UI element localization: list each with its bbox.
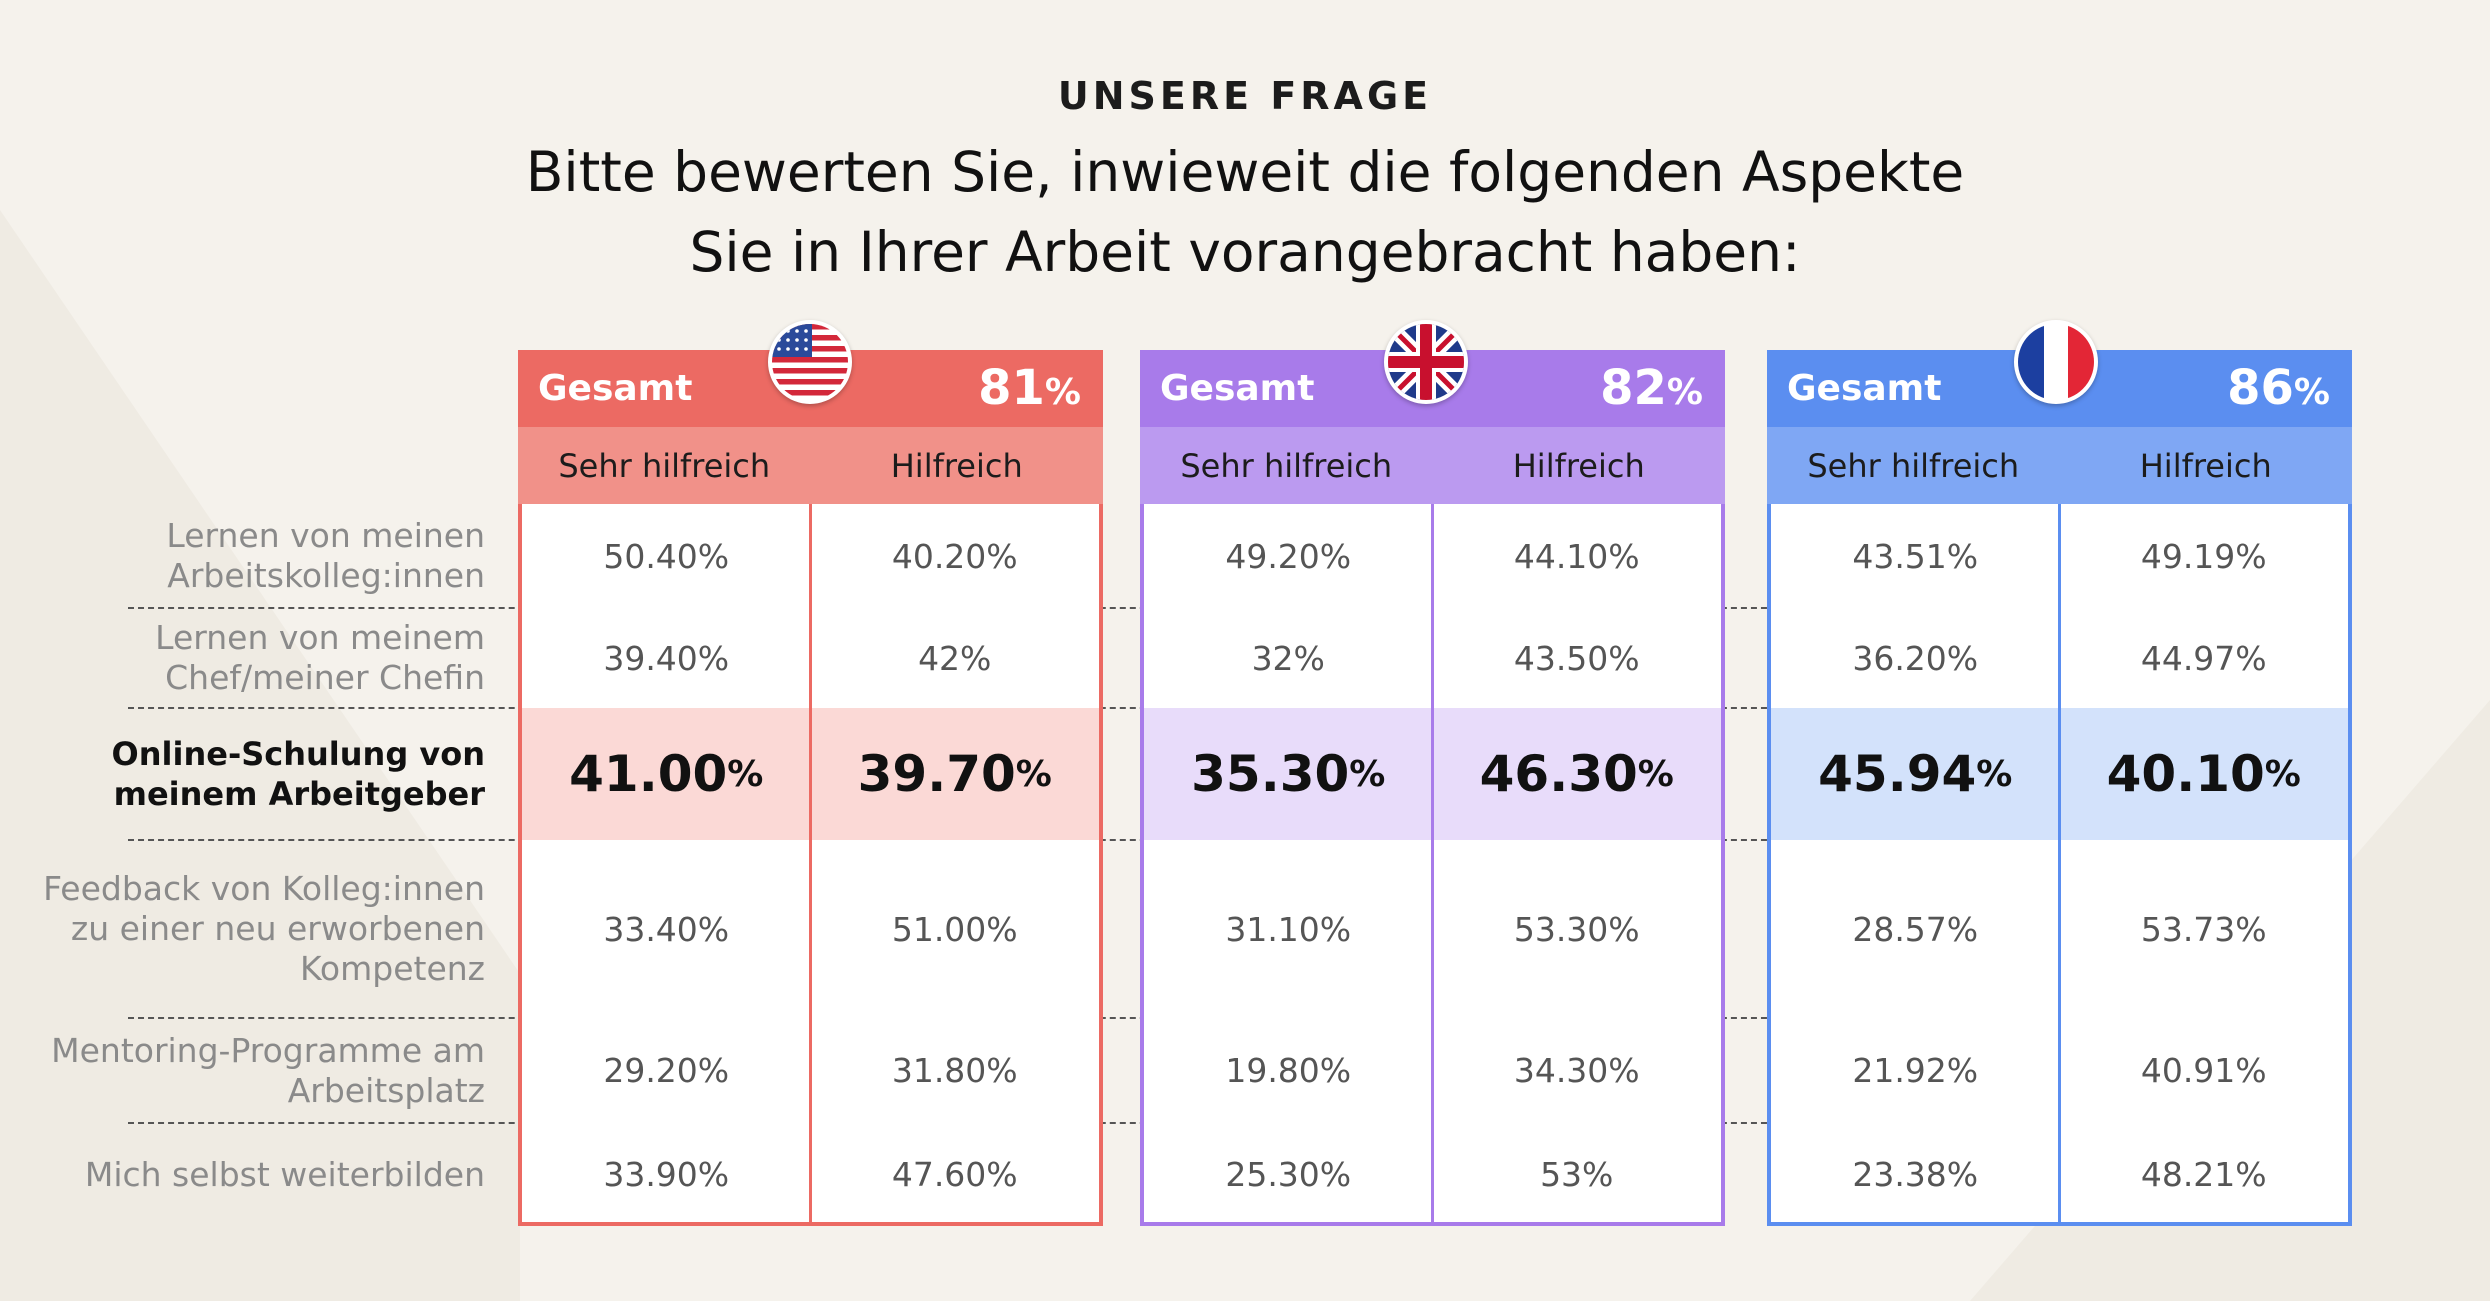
column-divider bbox=[809, 504, 812, 1222]
column-divider bbox=[2058, 504, 2061, 1222]
value-sehr-hilfreich: 33.90% bbox=[603, 1155, 730, 1194]
row-label-text: Lernen von meinem Chef/meiner Chefin bbox=[155, 618, 485, 697]
value-sehr-hilfreich: 33.40% bbox=[603, 909, 730, 949]
row-label: Feedback von Kolleg:innen zu einer neu e… bbox=[30, 840, 485, 1018]
value-hilfreich: 42% bbox=[918, 638, 992, 678]
column-header: Hilfreich bbox=[2139, 446, 2272, 485]
value-sehr-hilfreich: 28.57% bbox=[1852, 909, 1979, 949]
row-label: Lernen von meinem Chef/meiner Chefin bbox=[30, 608, 485, 708]
value-hilfreich: 47.60% bbox=[891, 1155, 1018, 1194]
uk-flag-icon bbox=[1384, 320, 1468, 404]
total-label: Gesamt bbox=[538, 368, 693, 409]
france-flag-icon bbox=[2014, 320, 2098, 404]
column-header: Sehr hilfreich bbox=[1807, 446, 2020, 485]
value-sehr-hilfreich: 45.94% bbox=[1818, 745, 2013, 803]
row-label: Mentoring-Programme am Arbeitsplatz bbox=[30, 1018, 485, 1123]
column-header: Hilfreich bbox=[1512, 446, 1645, 485]
value-hilfreich: 40.20% bbox=[891, 536, 1018, 576]
row-label-text: Mentoring-Programme am Arbeitsplatz bbox=[51, 1030, 485, 1110]
value-hilfreich: 49.19% bbox=[2140, 536, 2267, 576]
total-value: 86% bbox=[2227, 360, 2330, 416]
row-label: Lernen von meinen Arbeitskolleg:innen bbox=[30, 504, 485, 608]
value-sehr-hilfreich: 29.20% bbox=[603, 1051, 730, 1090]
value-hilfreich: 44.97% bbox=[2140, 638, 2267, 678]
row-label: Mich selbst weiterbilden bbox=[30, 1123, 485, 1226]
country-panel: Gesamt 82% Sehr hilfreich Hilfreich 49.20% 32… bbox=[1140, 350, 1725, 1226]
value-sehr-hilfreich: 36.20% bbox=[1852, 638, 1979, 678]
value-hilfreich: 40.91% bbox=[2140, 1051, 2267, 1090]
total-label: Gesamt bbox=[1787, 368, 1942, 409]
title-line-2: Sie in Ihrer Arbeit vorangebracht haben: bbox=[689, 220, 1801, 284]
value-hilfreich: 53.73% bbox=[2140, 909, 2267, 949]
value-hilfreich: 51.00% bbox=[891, 909, 1018, 949]
row-label: Online-Schulung von meinem Arbeitgeber bbox=[30, 708, 485, 840]
column-divider bbox=[1431, 504, 1434, 1222]
column-header-row: Sehr hilfreich Hilfreich bbox=[1767, 427, 2352, 504]
row-label-text: Lernen von meinen Arbeitskolleg:innen bbox=[166, 516, 485, 595]
total-value: 81% bbox=[978, 360, 1081, 416]
column-header-row: Sehr hilfreich Hilfreich bbox=[1140, 427, 1725, 504]
value-hilfreich: 31.80% bbox=[891, 1051, 1018, 1090]
value-hilfreich: 39.70% bbox=[857, 745, 1052, 803]
value-hilfreich: 48.21% bbox=[2140, 1155, 2267, 1194]
value-hilfreich: 53.30% bbox=[1513, 909, 1640, 949]
value-hilfreich: 43.50% bbox=[1513, 638, 1640, 678]
panel-body: 43.51% 36.20% 45.94% 28.57% 21.92% 23.38% 49.1… bbox=[1767, 504, 2352, 1226]
eyebrow-label: UNSERE FRAGE bbox=[1057, 74, 1433, 118]
total-value: 82% bbox=[1600, 360, 1703, 416]
row-label-text: Online-Schulung von meinem Arbeitgeber bbox=[111, 735, 485, 813]
value-sehr-hilfreich: 49.20% bbox=[1225, 536, 1352, 576]
column-header: Hilfreich bbox=[890, 446, 1023, 485]
value-sehr-hilfreich: 41.00% bbox=[569, 745, 764, 803]
value-sehr-hilfreich: 50.40% bbox=[603, 536, 730, 576]
row-label-text: Feedback von Kolleg:innen zu einer neu e… bbox=[43, 869, 485, 988]
value-sehr-hilfreich: 19.80% bbox=[1225, 1051, 1352, 1090]
country-panel: Gesamt 81% Sehr hilfreich Hilfreich 50.40% 39… bbox=[518, 350, 1103, 1226]
value-sehr-hilfreich: 25.30% bbox=[1225, 1155, 1352, 1194]
value-sehr-hilfreich: 43.51% bbox=[1852, 536, 1979, 576]
value-hilfreich: 44.10% bbox=[1513, 536, 1640, 576]
us-flag-icon bbox=[768, 320, 852, 404]
panel-body: 50.40% 39.40% 41.00% 33.40% 29.20% 33.90% 40.2… bbox=[518, 504, 1103, 1226]
value-hilfreich: 40.10% bbox=[2106, 745, 2301, 803]
panel-body: 49.20% 32% 35.30% 31.10% 19.80% 25.30% 44.10% 4… bbox=[1140, 504, 1725, 1226]
country-panel: Gesamt 86% Sehr hilfreich Hilfreich 43.51% 36… bbox=[1767, 350, 2352, 1226]
value-hilfreich: 34.30% bbox=[1513, 1051, 1640, 1090]
value-sehr-hilfreich: 39.40% bbox=[603, 638, 730, 678]
value-sehr-hilfreich: 35.30% bbox=[1191, 745, 1386, 803]
column-header-row: Sehr hilfreich Hilfreich bbox=[518, 427, 1103, 504]
value-sehr-hilfreich: 21.92% bbox=[1852, 1051, 1979, 1090]
value-sehr-hilfreich: 31.10% bbox=[1225, 909, 1352, 949]
value-sehr-hilfreich: 23.38% bbox=[1852, 1155, 1979, 1194]
column-header: Sehr hilfreich bbox=[558, 446, 771, 485]
title-line-1: Bitte bewerten Sie, inwieweit die folgen… bbox=[525, 140, 1965, 204]
value-sehr-hilfreich: 32% bbox=[1251, 638, 1325, 678]
total-label: Gesamt bbox=[1160, 368, 1315, 409]
column-header: Sehr hilfreich bbox=[1180, 446, 1393, 485]
value-hilfreich: 53% bbox=[1540, 1155, 1614, 1194]
page-title: Bitte bewerten Sie, inwieweit die folgen… bbox=[0, 132, 2490, 292]
value-hilfreich: 46.30% bbox=[1479, 745, 1674, 803]
row-label-text: Mich selbst weiterbilden bbox=[84, 1154, 485, 1194]
